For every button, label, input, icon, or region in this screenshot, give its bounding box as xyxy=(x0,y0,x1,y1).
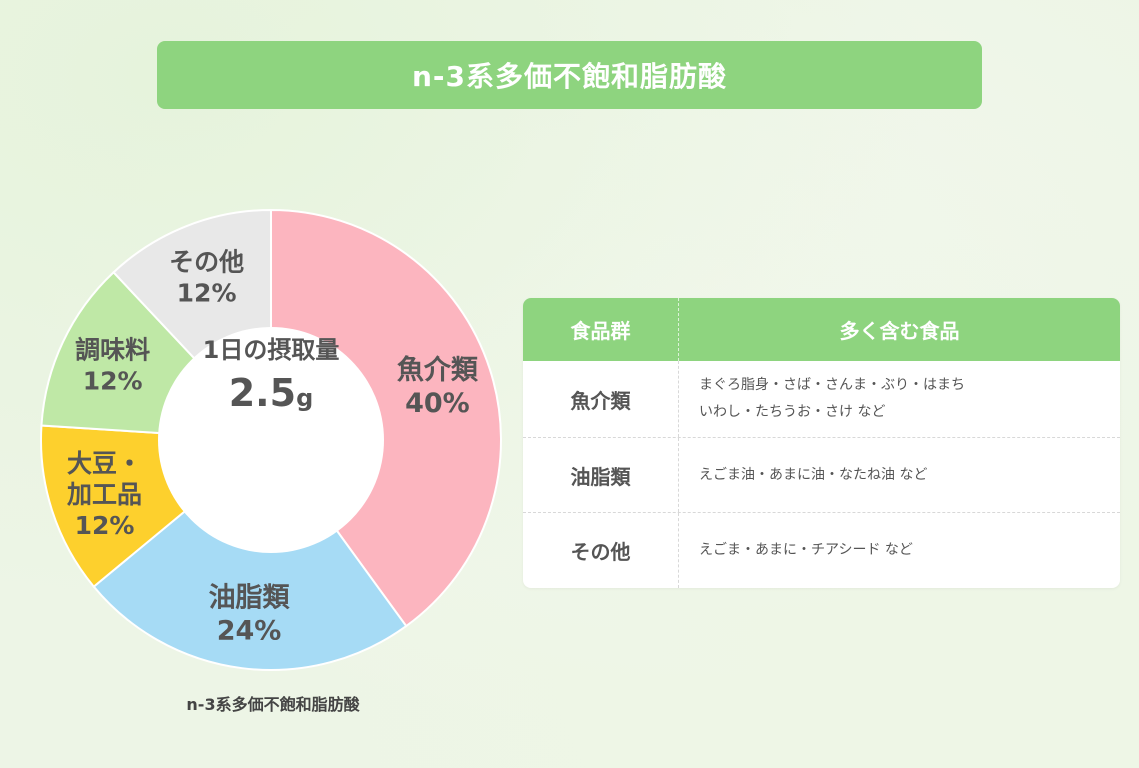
donut-hole xyxy=(158,327,384,553)
slice-value-1: 24% xyxy=(217,616,282,647)
table-row: 魚介類 まぐろ脂身・さば・さんま・ぶり・はまち いわし・たちうお・さけ など xyxy=(523,361,1120,438)
header-group: 食品群 xyxy=(523,298,679,361)
slice-0 xyxy=(270,208,502,628)
center-label: 1日の摂取量 2.5g xyxy=(171,330,371,415)
row-foods: えごま・あまに・チアシード など xyxy=(679,513,1120,588)
food-table: 食品群 多く含む食品 魚介類 まぐろ脂身・さば・さんま・ぶり・はまち いわし・た… xyxy=(523,298,1120,588)
row-foods: えごま油・あまに油・なたね油 など xyxy=(679,438,1120,512)
slice-label-2: 大豆・加工品 12% xyxy=(66,449,142,540)
row-group: 魚介類 xyxy=(523,361,679,437)
slice-label-3: 調味料 12% xyxy=(75,336,150,396)
header-foods: 多く含む食品 xyxy=(839,319,960,343)
table-header: 食品群 多く含む食品 xyxy=(523,298,1120,361)
food-line: いわし・たちうお・さけ など xyxy=(699,404,886,420)
slice-value-3: 12% xyxy=(83,367,143,396)
row-group: 油脂類 xyxy=(523,438,679,512)
row-group: その他 xyxy=(523,513,679,588)
food-line: えごま・あまに・チアシード など xyxy=(699,542,913,558)
donut-chart: 魚介類 40% 油脂類 24% 大豆・加工品 12% 調味料 12% その他 12% xyxy=(40,208,502,671)
title-banner: n-3系多価不飽和脂肪酸 xyxy=(157,41,982,109)
chart-caption: n-3系多価不飽和脂肪酸 xyxy=(186,695,360,714)
slice-value-0: 40% xyxy=(405,388,470,419)
intake-label: 1日の摂取量 xyxy=(202,336,340,364)
intake-value: 2.5g xyxy=(228,371,314,415)
table-row: その他 えごま・あまに・チアシード など xyxy=(523,513,1120,588)
slice-1 xyxy=(92,438,408,671)
slice-label-0: 魚介類 40% xyxy=(397,354,479,419)
slice-value-2: 12% xyxy=(75,511,135,540)
table-row: 油脂類 えごま油・あまに油・なたね油 など xyxy=(523,438,1120,513)
food-line: まぐろ脂身・さば・さんま・ぶり・はまち xyxy=(699,377,965,393)
slice-label-4: その他 12% xyxy=(169,248,244,308)
food-line: えごま油・あまに油・なたね油 など xyxy=(699,466,928,483)
slice-value-4: 12% xyxy=(177,279,237,308)
page-title: n-3系多価不飽和脂肪酸 xyxy=(411,60,728,93)
slice-label-1: 油脂類 24% xyxy=(209,583,291,647)
row-foods: まぐろ脂身・さば・さんま・ぶり・はまち いわし・たちうお・さけ など xyxy=(679,361,1120,437)
